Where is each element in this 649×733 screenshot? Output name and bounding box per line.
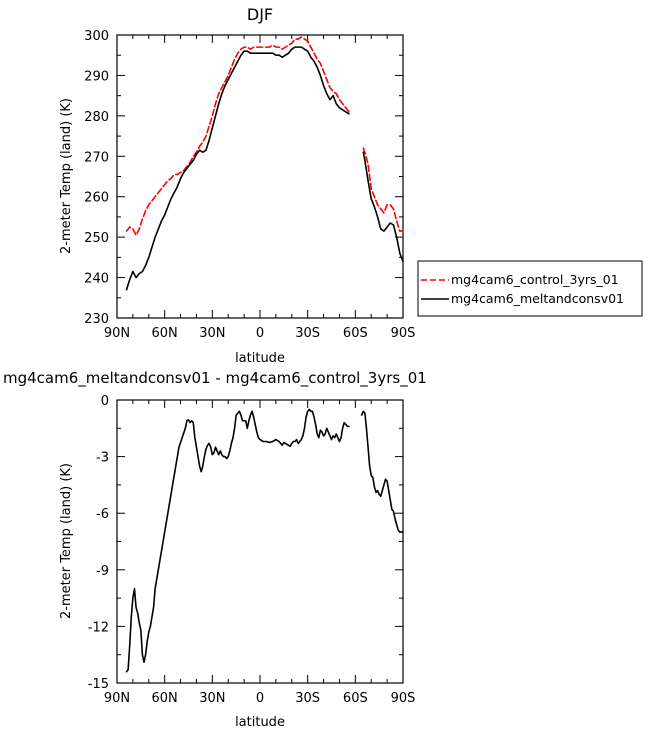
top-panel: DJF 90N 60N 30N 0 30S 60S 90S 230 240 250 260 270 28… [59,5,415,366]
legend-label-meltandconsv: mg4cam6_meltandconsv01 [451,291,624,306]
top-x-tick-label: 0 [256,326,264,341]
top-series-group [125,36,404,291]
top-x-tick-label: 60S [343,326,368,341]
top-y-tick-label: 280 [84,110,109,125]
bottom-x-tick-label: 30N [199,691,225,706]
top-y-tick-label: 260 [84,191,109,206]
legend: mg4cam6_control_3yrs_01 mg4cam6_meltandc… [417,260,643,317]
top-y-axis-label: 2-meter Temp (land) (K) [59,98,74,254]
top-x-tick-label: 90S [391,326,416,341]
bottom-x-axis-label: latitude [235,715,285,730]
bottom-x-tick-label: 0 [256,691,264,706]
top-y-tick-label: 230 [84,312,109,327]
top-x-tick-label: 60N [152,326,178,341]
top-y-tick-label: 270 [84,150,109,165]
bottom-series-0-line-segment-0 [125,408,350,673]
top-x-tick-label: 90N [104,326,130,341]
bottom-y-tick-label: -12 [88,620,109,635]
bottom-x-tick-label: 60N [152,691,178,706]
bottom-y-tick-label: -6 [96,507,109,522]
top-series-0-line-segment-0 [125,36,350,236]
legend-box [417,260,643,317]
top-y-tick-label: 300 [84,29,109,44]
bottom-chart-title: mg4cam6_meltandconsv01 - mg4cam6_control… [3,369,427,388]
top-x-tick-label: 30S [295,326,320,341]
bottom-panel: mg4cam6_meltandconsv01 - mg4cam6_control… [3,369,427,730]
top-series-0-line-segment-1 [362,147,404,232]
bottom-x-tick-label: 90S [391,691,416,706]
top-y-tick-label: 250 [84,231,109,246]
bottom-x-tick-label: 30S [295,691,320,706]
top-y-tick-label: 290 [84,69,109,84]
top-x-tick-label: 30N [199,326,225,341]
bottom-x-tick-label: 60S [343,691,368,706]
top-ticks: 90N 60N 30N 0 30S 60S 90S 230 240 250 260 270 280 290… [84,29,415,341]
bottom-y-tick-label: -3 [96,451,109,466]
top-series-1-line-segment-1 [362,151,404,263]
top-plot-frame [116,34,404,319]
bottom-series-group [125,408,404,673]
top-x-axis-label: latitude [235,351,285,366]
legend-label-control: mg4cam6_control_3yrs_01 [451,272,619,287]
bottom-plot-frame [116,399,404,684]
bottom-y-tick-label: 0 [101,394,109,409]
top-series-1-line-segment-0 [125,46,350,291]
bottom-y-axis-label: 2-meter Temp (land) (K) [59,463,74,619]
top-y-tick-label: 240 [84,272,109,287]
top-chart-title: DJF [247,5,273,24]
bottom-ticks: 90N 60N 30N 0 30S 60S 90S -15 -12 -9 -6 -3 0 [88,394,416,706]
bottom-series-0-line-segment-1 [360,410,404,533]
bottom-y-tick-label: -15 [88,677,109,692]
bottom-x-tick-label: 90N [104,691,130,706]
bottom-y-tick-label: -9 [96,564,109,579]
